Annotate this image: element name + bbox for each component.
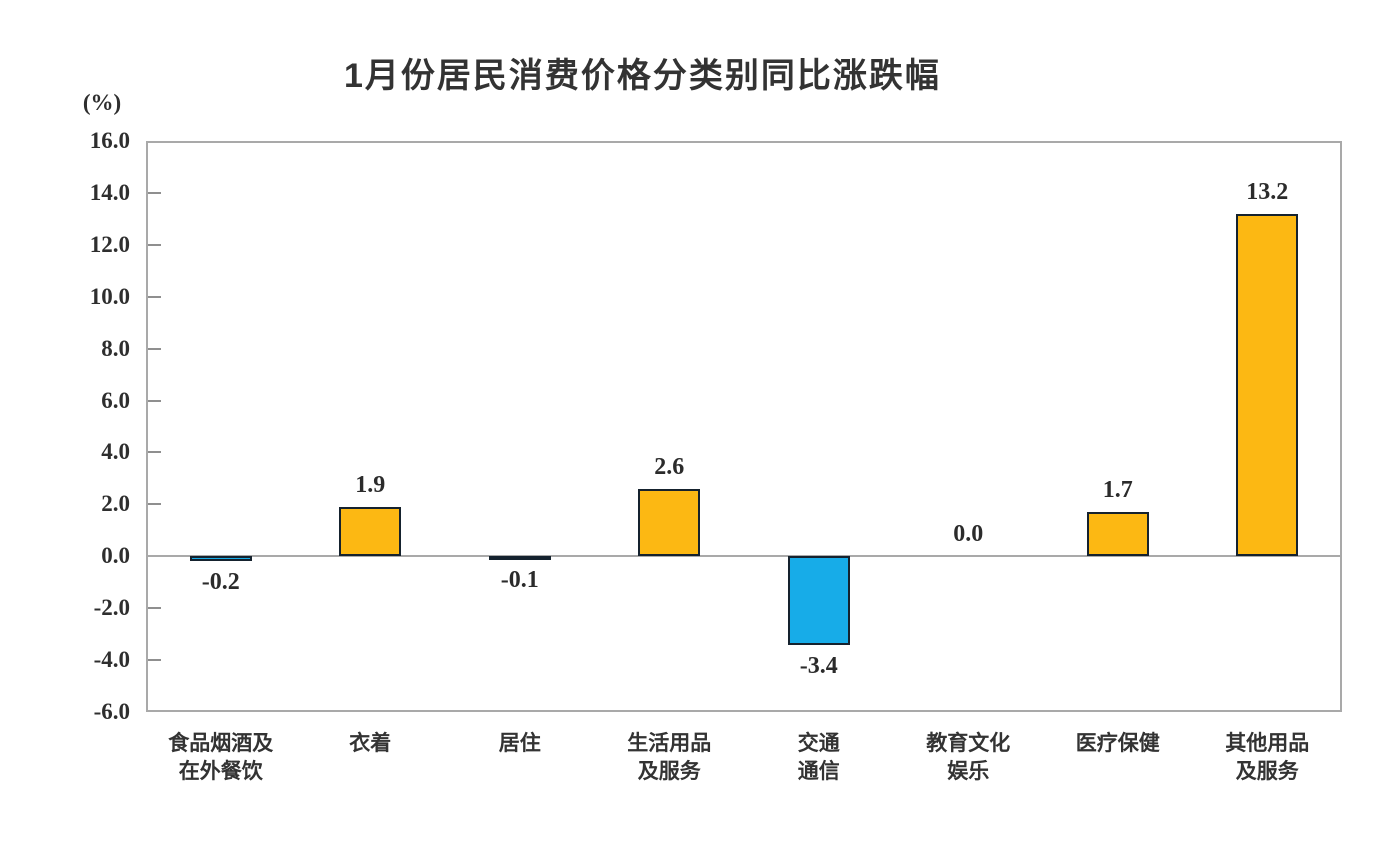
x-axis-label: 医疗保健: [1075, 731, 1160, 755]
x-axis-label: 生活用品 及服务: [627, 731, 712, 783]
bar: [1236, 213, 1299, 557]
y-axis-tick-label: 6.0: [101, 387, 130, 413]
bar-value-label: -3.4: [799, 652, 838, 679]
y-axis-tick-label: -6.0: [93, 699, 130, 724]
x-axis-label: 教育文化 娱乐: [926, 731, 1011, 783]
y-axis-unit-label: (%): [82, 90, 122, 115]
y-axis-tick-mark: [148, 243, 161, 246]
x-axis-label: 食品烟酒及 在外餐饮: [168, 731, 274, 783]
y-axis-tick-label: 4.0: [101, 439, 130, 465]
y-axis-tick-mark: [148, 503, 161, 506]
bar: [787, 556, 850, 645]
y-axis-tick-mark: [148, 191, 161, 194]
zero-line: [146, 555, 1342, 558]
y-axis-tick-label: 16.0: [89, 128, 130, 153]
x-axis-label: 交通 通信: [797, 731, 840, 783]
y-axis-tick-label: 2.0: [101, 491, 130, 517]
y-axis-tick-label: -2.0: [93, 595, 130, 621]
chart-title: 1月份居民消费价格分类别同比涨跌幅: [344, 57, 941, 95]
x-axis-label: 其他用品 及服务: [1225, 731, 1310, 783]
bar-value-label: 1.7: [1102, 477, 1133, 504]
bar: [189, 556, 252, 562]
bar: [488, 556, 551, 561]
plot-area: [146, 141, 1342, 712]
x-axis-label: 衣着: [349, 731, 392, 755]
y-axis-tick-mark: [148, 399, 161, 402]
y-axis-tick-mark: [148, 295, 161, 298]
y-axis-tick-label: 0.0: [101, 543, 130, 569]
bar-value-label: -0.2: [201, 569, 240, 596]
bar-value-label: 0.0: [953, 521, 984, 548]
y-axis-tick-label: 12.0: [89, 231, 130, 257]
y-axis-tick-mark: [148, 347, 161, 350]
x-axis-label: 居住: [498, 731, 541, 755]
bar: [638, 488, 701, 557]
y-axis-tick-mark: [148, 607, 161, 610]
y-axis-tick-label: 14.0: [89, 179, 130, 205]
y-axis-tick-mark: [148, 451, 161, 454]
y-axis-tick-mark: [148, 659, 161, 662]
bar-value-label: -0.1: [500, 566, 539, 593]
y-axis-tick-label: -4.0: [93, 647, 130, 673]
y-axis-tick-label: 8.0: [101, 335, 130, 361]
bar-value-label: 1.9: [355, 471, 386, 498]
y-axis-tick-label: 10.0: [89, 283, 130, 309]
bar-value-label: 2.6: [654, 453, 685, 480]
bar: [339, 506, 402, 557]
bar-value-label: 13.2: [1246, 178, 1289, 205]
bar: [1086, 512, 1149, 557]
